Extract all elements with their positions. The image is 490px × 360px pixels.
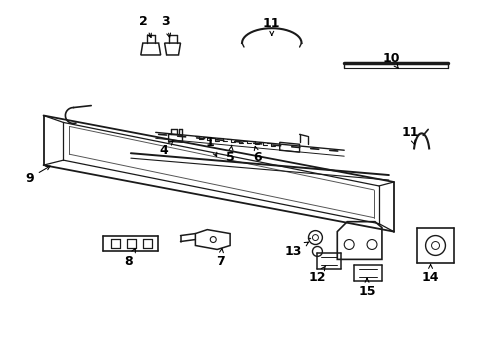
Text: 10: 10 [382,53,400,68]
Text: 12: 12 [309,266,326,284]
Text: 3: 3 [161,15,171,37]
Text: 6: 6 [254,147,262,164]
Text: 11: 11 [263,17,281,36]
Text: 11: 11 [402,126,419,144]
Text: 9: 9 [25,166,50,185]
Text: 8: 8 [124,248,135,268]
Text: 13: 13 [285,242,309,258]
Text: 7: 7 [216,249,224,268]
Text: 15: 15 [358,278,376,298]
Text: 2: 2 [140,15,151,37]
Text: 4: 4 [159,141,173,157]
Text: 5: 5 [226,145,235,164]
Text: 1: 1 [206,136,217,157]
Text: 14: 14 [422,265,440,284]
